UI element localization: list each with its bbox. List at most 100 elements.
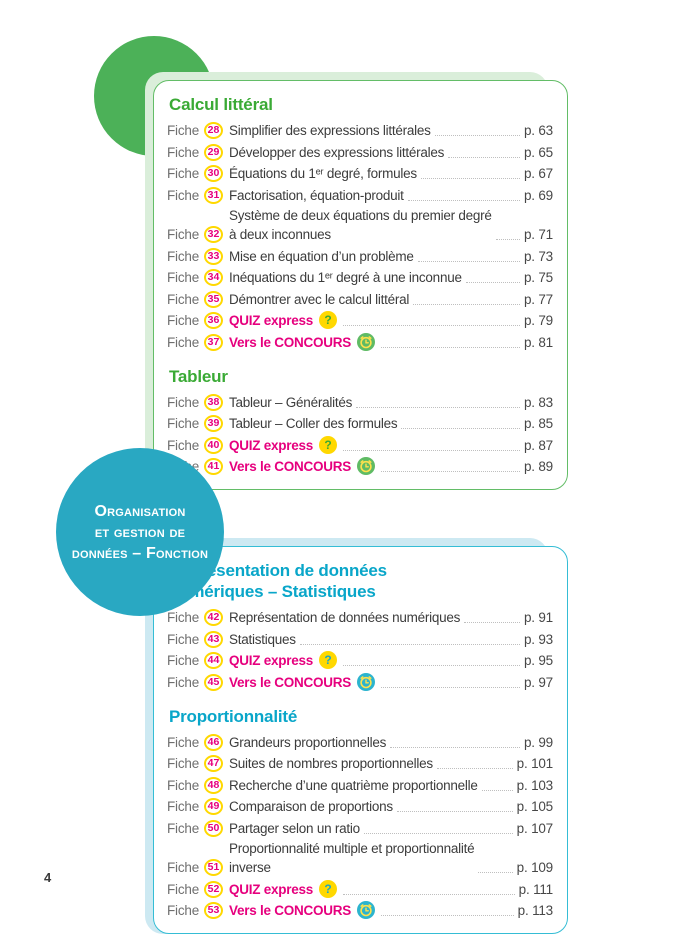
fiche-label: Fiche — [167, 291, 200, 307]
fiche-title: Proportionnalité multiple et proportionn… — [229, 841, 475, 875]
fiche-number-badge: 49 — [204, 798, 224, 815]
toc-row: Fiche 45 Vers le CONCOURS p. 97 — [167, 672, 553, 692]
fiche-number-badge: 30 — [204, 165, 224, 182]
dotted-leader — [299, 643, 520, 645]
dotted-leader — [436, 768, 513, 769]
toc-row: Fiche 36 QUIZ express ? p. 79 — [167, 310, 553, 330]
fiche-title: Suites de nombres proportionnelles — [229, 756, 433, 771]
toc-row: Fiche 41 Vers le CONCOURS p. 89 — [167, 456, 553, 476]
toc-row: Fiche 35 Démontrer avec le calcul littér… — [167, 289, 553, 309]
dotted-leader — [464, 622, 520, 623]
page-number: p. 107 — [516, 820, 554, 836]
toc-row: Fiche 38 Tableur – Généralités p. 83 — [167, 392, 553, 412]
panel-card: Calcul littéral Fiche 28 Simplifier des … — [153, 80, 568, 490]
fiche-number-badge: 43 — [204, 630, 224, 648]
fiche-label: Fiche — [167, 394, 200, 410]
toc-row: Fiche 46 Grandeurs proportionnelles p. 9… — [167, 732, 553, 752]
fiche-title: Inéquations du 1ᵉʳ degré à une inconnue — [229, 270, 462, 285]
fiche-label: Fiche — [167, 416, 200, 431]
toc-row: Fiche 42 Représentation de données numér… — [167, 607, 553, 627]
clock-icon — [357, 332, 376, 351]
fiche-number-badge: 48 — [204, 776, 224, 794]
dotted-leader — [481, 789, 513, 791]
toc-panel-calcul-litteral: Calcul littéral Fiche 28 Simplifier des … — [145, 72, 568, 490]
fiche-label: Fiche — [167, 756, 200, 771]
page-number: p. 101 — [516, 756, 554, 771]
fiche-title: QUIZ express — [229, 313, 314, 328]
fiche-label: Fiche — [167, 270, 200, 285]
dotted-leader — [448, 156, 520, 158]
fiche-number-badge: 28 — [204, 122, 224, 139]
page-number: p. 109 — [516, 860, 554, 875]
page-number: p. 85 — [523, 416, 553, 431]
fiche-title: Démontrer avec le calcul littéral — [229, 291, 410, 307]
fiche-title: Système de deux équations du premier deg… — [229, 208, 492, 242]
fiche-label: Fiche — [167, 144, 200, 160]
fiche-title: Statistiques — [229, 631, 296, 647]
fiche-title: Grandeurs proportionnelles — [229, 734, 387, 750]
fiche-number-badge: 45 — [204, 673, 224, 691]
clock-icon — [357, 901, 376, 919]
toc-row: Fiche 31 Factorisation, équation-produit… — [167, 185, 553, 205]
fiche-label: Fiche — [167, 653, 200, 668]
toc-row: Fiche 39 Tableur – Coller des formules p… — [167, 413, 553, 433]
dotted-leader — [396, 811, 513, 812]
fiche-label: Fiche — [167, 777, 200, 793]
page-number: p. 69 — [523, 187, 553, 203]
toc-row: Fiche 29 Développer des expressions litt… — [167, 142, 553, 162]
fiche-title: QUIZ express — [229, 653, 314, 668]
toc-row: Fiche 28 Simplifier des expressions litt… — [167, 120, 553, 140]
dotted-leader — [343, 893, 515, 895]
fiche-label: Fiche — [167, 437, 200, 453]
toc-row: Fiche 33 Mise en équation d’un problème … — [167, 246, 553, 266]
page-number: p. 111 — [518, 881, 554, 897]
page-number: p. 99 — [523, 734, 553, 750]
page-number: p. 77 — [523, 291, 553, 307]
page-number: p. 67 — [523, 166, 553, 181]
category-bubble-line: Organisation — [94, 502, 186, 520]
toc-row: Fiche 43 Statistiques p. 93 — [167, 629, 553, 649]
category-bubble: Organisation et gestion de données – Fon… — [56, 448, 224, 616]
section-heading: Représentation de données numériques – S… — [169, 561, 387, 601]
toc-row: Fiche 48 Recherche d’une quatrième propo… — [167, 775, 553, 795]
fiche-label: Fiche — [167, 166, 200, 181]
section-heading: Proportionnalité — [169, 706, 298, 726]
clock-icon — [357, 457, 376, 475]
fiche-number-badge: 46 — [204, 733, 224, 751]
fiche-label: Fiche — [167, 820, 200, 836]
fiche-title: Mise en équation d’un problème — [229, 248, 414, 264]
page-number: p. 113 — [517, 903, 554, 918]
fiche-label: Fiche — [167, 313, 200, 328]
toc-row: Fiche 30 Équations du 1ᵉʳ degré, formule… — [167, 163, 553, 183]
fiche-number-badge: 44 — [204, 652, 224, 669]
fiche-title: Recherche d’une quatrième proportionnell… — [229, 777, 478, 793]
fiche-number-badge: 35 — [204, 290, 224, 308]
toc-row: Fiche 52 QUIZ express ? p. 111 — [167, 879, 553, 899]
dotted-leader — [465, 282, 520, 283]
fiche-number-badge: 52 — [204, 880, 224, 898]
fiche-title: Vers le CONCOURS — [229, 459, 352, 474]
fiche-title: QUIZ express — [229, 437, 314, 453]
dotted-leader — [381, 686, 520, 688]
dotted-leader — [381, 471, 520, 472]
fiche-title: Représentation de données numériques — [229, 610, 461, 625]
fiche-number-badge: 36 — [204, 312, 224, 329]
fiche-number-badge: 31 — [204, 186, 224, 204]
page-number: p. 63 — [523, 123, 553, 138]
fiche-number-badge: 41 — [204, 458, 224, 475]
page-number: p. 81 — [523, 334, 553, 350]
page-number: p. 73 — [523, 248, 553, 264]
fiche-title: Tableur – Généralités — [229, 394, 353, 410]
dotted-leader — [390, 746, 520, 748]
fiche-title: Vers le CONCOURS — [229, 674, 352, 690]
fiche-label: Fiche — [167, 187, 200, 203]
page-number: p. 79 — [523, 313, 553, 328]
category-bubble-line: et gestion de — [94, 523, 186, 541]
clock-icon — [357, 672, 376, 691]
section-heading: Calcul littéral — [169, 95, 273, 114]
question-mark-icon: ? — [319, 879, 338, 898]
fiche-label: Fiche — [167, 334, 200, 350]
page-number-footer: 4 — [44, 870, 52, 885]
fiche-number-badge: 50 — [204, 819, 224, 837]
dotted-leader — [417, 260, 520, 262]
